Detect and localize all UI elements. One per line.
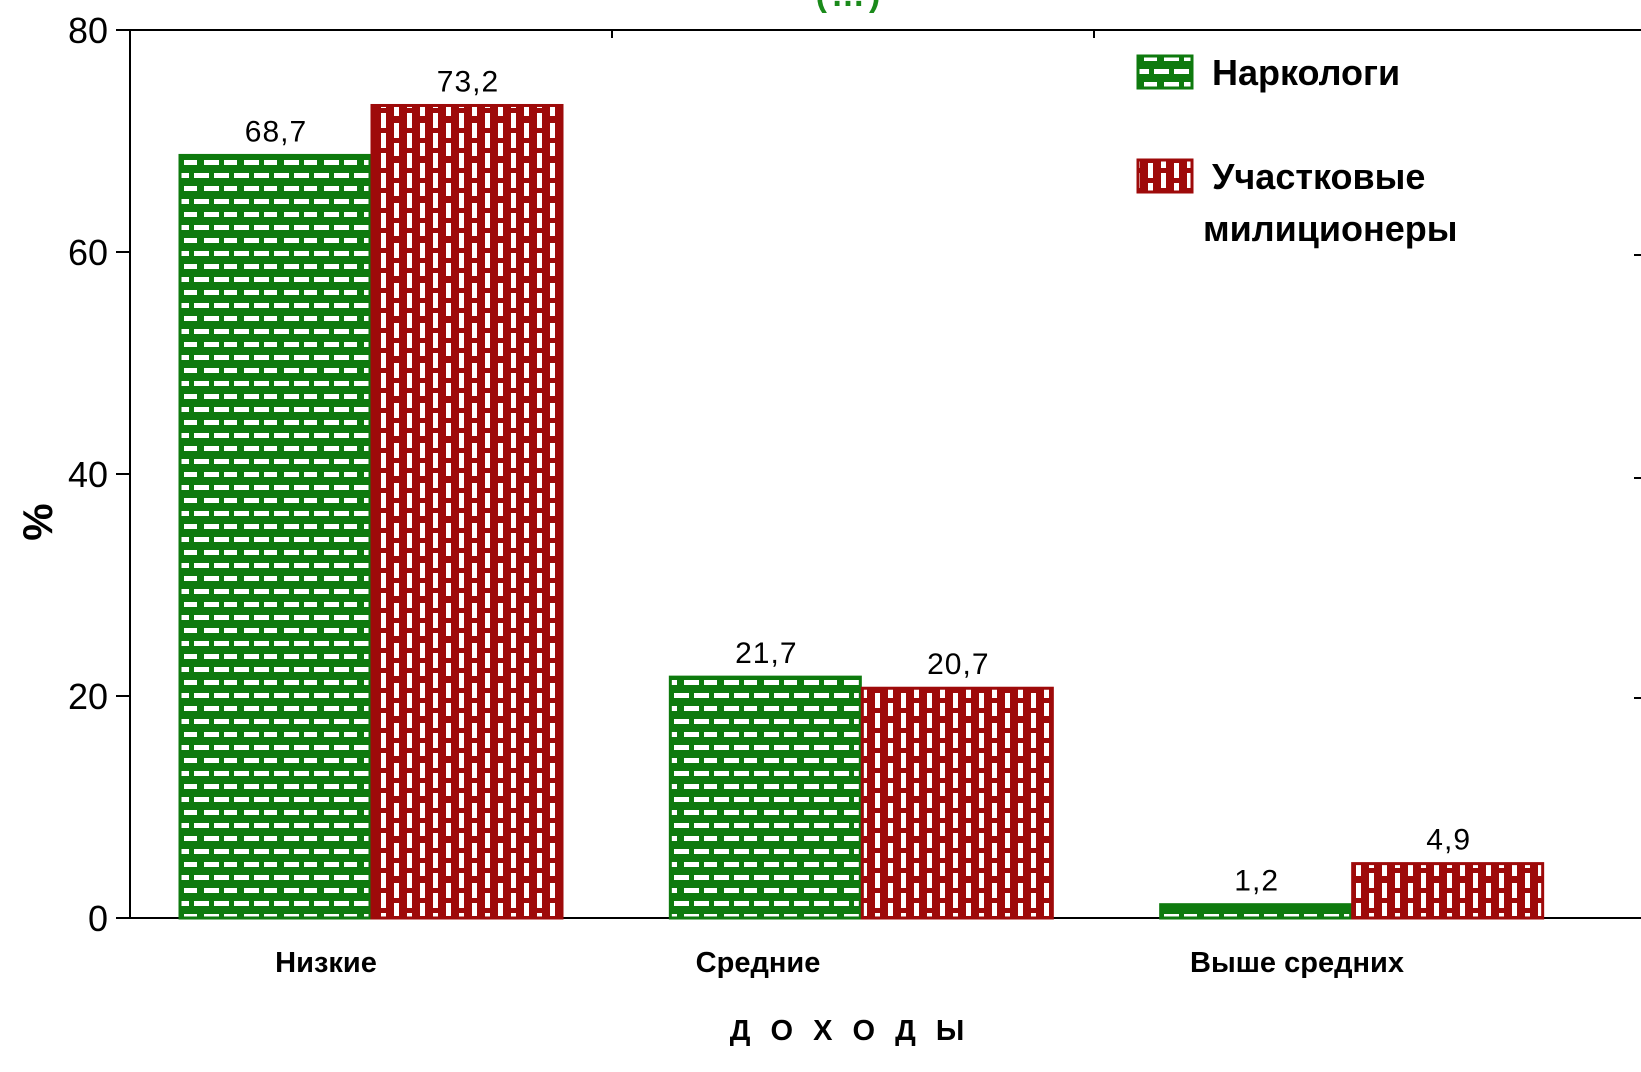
data-label: 21,7 (735, 637, 797, 670)
y-tick-label: 0 (88, 898, 108, 939)
data-label: 1,2 (1234, 865, 1279, 898)
y-tick-label: 60 (68, 232, 108, 273)
y-tick-label: 80 (68, 10, 108, 51)
bar-narcologists-1 (668, 675, 862, 920)
y-tick-label: 20 (68, 676, 108, 717)
data-label: 4,9 (1426, 824, 1471, 857)
x-category-label: Средние (696, 947, 821, 979)
data-label: 20,7 (927, 648, 989, 681)
legend-swatch-police (1136, 158, 1194, 194)
legend-label: милиционеры (1203, 208, 1458, 249)
data-label: 73,2 (437, 65, 499, 98)
data-label: 68,7 (245, 115, 307, 148)
y-axis-title: % (14, 503, 61, 540)
bar-narcologists-0 (178, 153, 372, 920)
legend-label: Участковые (1212, 156, 1425, 197)
bar-police-1 (860, 686, 1054, 920)
y-tick-label: 40 (68, 454, 108, 495)
chart-title: (…) (816, 0, 885, 14)
bar-police-0 (370, 103, 564, 920)
x-category-label: Низкие (275, 947, 377, 979)
x-axis-title: Д О Х О Д Ы (730, 1015, 970, 1047)
bar-police-2 (1351, 862, 1545, 920)
legend-label: Наркологи (1212, 52, 1400, 93)
legend-swatch-narcologists (1136, 54, 1194, 90)
x-category-label: Выше средних (1190, 947, 1404, 979)
bar-narcologists-2 (1159, 903, 1353, 920)
